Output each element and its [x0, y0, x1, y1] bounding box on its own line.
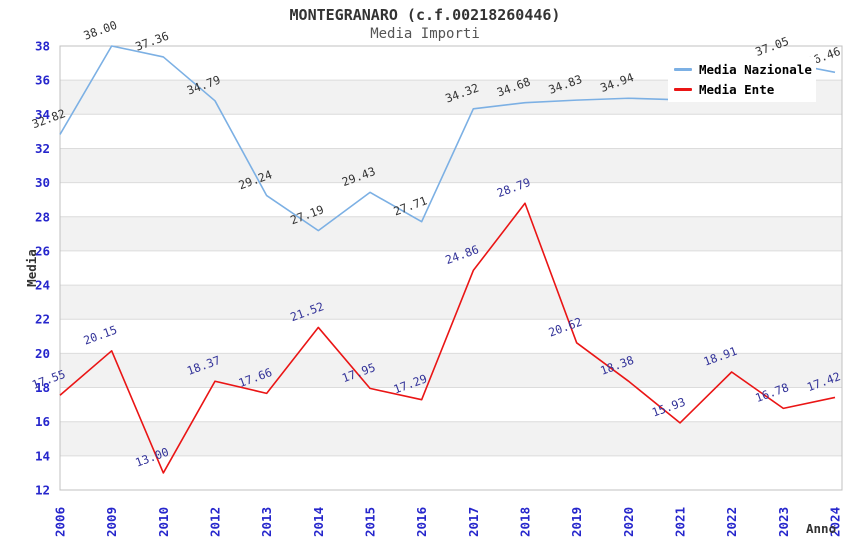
chart-subtitle: Media Importi — [370, 26, 480, 42]
legend: Media Nazionale Media Ente — [668, 57, 816, 102]
svg-text:34: 34 — [35, 107, 50, 122]
chart-title: MONTEGRANARO (c.f.00218260446) — [289, 6, 561, 24]
svg-text:26: 26 — [35, 243, 50, 258]
grid-bands — [60, 80, 842, 456]
point-label-media-nazionale: 37.05 — [753, 34, 790, 59]
point-label-media-ente: 20.15 — [82, 323, 119, 348]
svg-text:38: 38 — [35, 39, 50, 54]
svg-text:32: 32 — [35, 141, 50, 156]
legend-label: Media Ente — [699, 82, 775, 98]
point-label-media-nazionale: 37.36 — [133, 29, 170, 54]
svg-text:2014: 2014 — [311, 507, 326, 537]
y-axis-tick-labels: 12 14 16 18 20 22 24 26 28 30 32 34 36 38 — [35, 39, 50, 498]
svg-text:2010: 2010 — [156, 507, 171, 537]
x-axis-tick-labels: 2006 2009 2010 2012 2013 2014 2015 2016 2017 2018… — [53, 507, 843, 537]
svg-text:2016: 2016 — [414, 507, 429, 537]
svg-text:18: 18 — [35, 380, 50, 395]
legend-item-media-ente[interactable]: Media Ente — [674, 81, 816, 99]
legend-item-media-nazionale[interactable]: Media Nazionale — [674, 60, 816, 78]
svg-text:2018: 2018 — [518, 507, 533, 537]
media-ente-line-swatch-icon — [674, 88, 692, 92]
point-label-media-ente: 15.93 — [650, 395, 687, 420]
svg-text:2019: 2019 — [569, 507, 584, 537]
svg-text:2023: 2023 — [776, 507, 791, 537]
svg-text:14: 14 — [35, 448, 50, 463]
svg-text:30: 30 — [35, 175, 50, 190]
point-label-media-nazionale: 38.00 — [82, 18, 119, 43]
series-line-media-ente[interactable] — [59, 202, 836, 474]
svg-text:2020: 2020 — [621, 507, 636, 537]
svg-text:36: 36 — [35, 73, 50, 88]
svg-text:2006: 2006 — [53, 507, 68, 537]
media-nazionale-line-swatch-icon — [674, 67, 692, 71]
svg-text:2012: 2012 — [208, 507, 223, 537]
svg-text:2013: 2013 — [259, 507, 274, 537]
plot-border — [59, 45, 843, 491]
svg-text:2024: 2024 — [828, 507, 843, 537]
svg-text:2015: 2015 — [363, 507, 378, 537]
svg-text:12: 12 — [35, 483, 50, 498]
svg-text:20: 20 — [35, 346, 50, 361]
svg-text:16: 16 — [35, 414, 50, 429]
svg-text:28: 28 — [35, 209, 50, 224]
x-axis-title: Anno — [806, 521, 837, 536]
svg-text:2021: 2021 — [673, 507, 688, 537]
svg-text:2017: 2017 — [466, 507, 481, 537]
svg-text:2022: 2022 — [724, 507, 739, 537]
svg-text:22: 22 — [35, 312, 50, 327]
svg-text:2009: 2009 — [104, 507, 119, 537]
svg-text:24: 24 — [35, 278, 50, 293]
legend-label: Media Nazionale — [699, 61, 812, 77]
y-axis-title: Media — [24, 249, 39, 287]
